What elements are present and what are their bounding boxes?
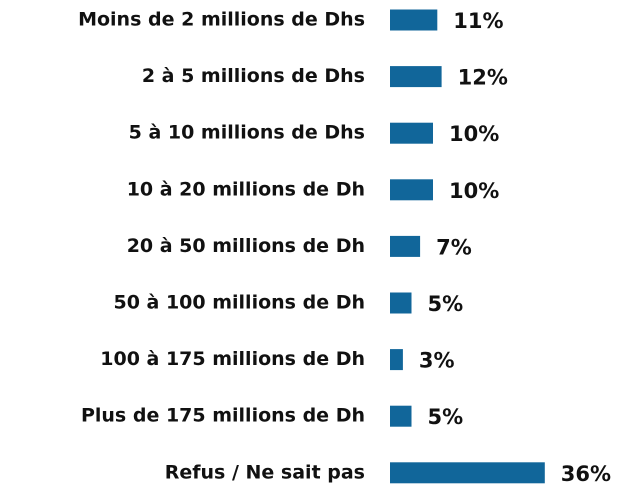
- bar: [390, 292, 412, 314]
- bar: [390, 235, 421, 257]
- bar: [390, 66, 442, 88]
- value-label: 5%: [428, 292, 464, 316]
- category-label: 50 à 100 millions de Dh: [113, 292, 365, 314]
- bar: [390, 462, 545, 484]
- category-label: 20 à 50 millions de Dh: [127, 235, 365, 257]
- bar: [390, 9, 438, 31]
- category-label: 100 à 175 millions de Dh: [100, 348, 365, 370]
- value-label: 3%: [419, 349, 455, 373]
- value-label: 12%: [458, 66, 508, 90]
- value-label: 11%: [453, 9, 503, 33]
- bar: [390, 349, 403, 371]
- category-label: 5 à 10 millions de Dhs: [129, 122, 365, 144]
- category-label: 10 à 20 millions de Dh: [127, 178, 365, 200]
- bar: [390, 405, 412, 427]
- category-label: Plus de 175 millions de Dh: [81, 405, 365, 427]
- value-label: 7%: [436, 235, 472, 259]
- value-label: 10%: [449, 122, 499, 146]
- category-label: Moins de 2 millions de Dhs: [78, 9, 365, 31]
- value-label: 36%: [561, 462, 611, 486]
- value-label: 5%: [428, 405, 464, 429]
- bar: [390, 122, 433, 144]
- category-label: 2 à 5 millions de Dhs: [142, 65, 365, 87]
- bar: [390, 179, 433, 201]
- category-label: Refus / Ne sait pas: [165, 461, 365, 483]
- value-label: 10%: [449, 179, 499, 203]
